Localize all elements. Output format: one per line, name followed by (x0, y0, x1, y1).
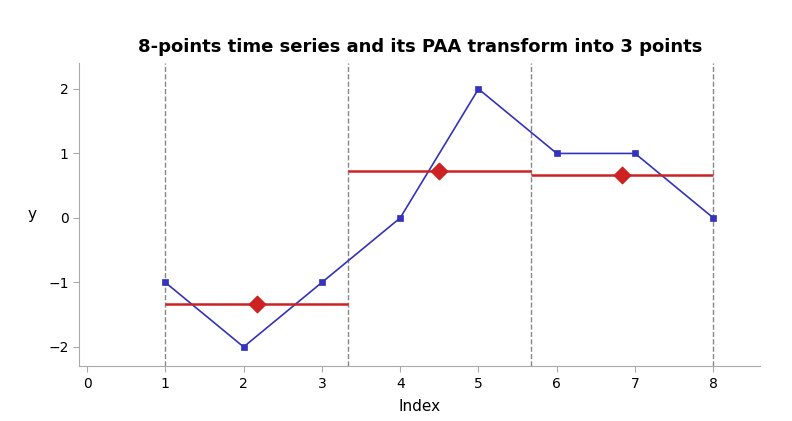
Point (433, 167, 446, 174)
Point (250, 301, 263, 307)
Point (615, 172, 628, 179)
Y-axis label: y: y (27, 207, 36, 222)
Title: 8-points time series and its PAA transform into 3 points: 8-points time series and its PAA transfo… (138, 38, 702, 56)
X-axis label: Index: Index (398, 399, 441, 414)
